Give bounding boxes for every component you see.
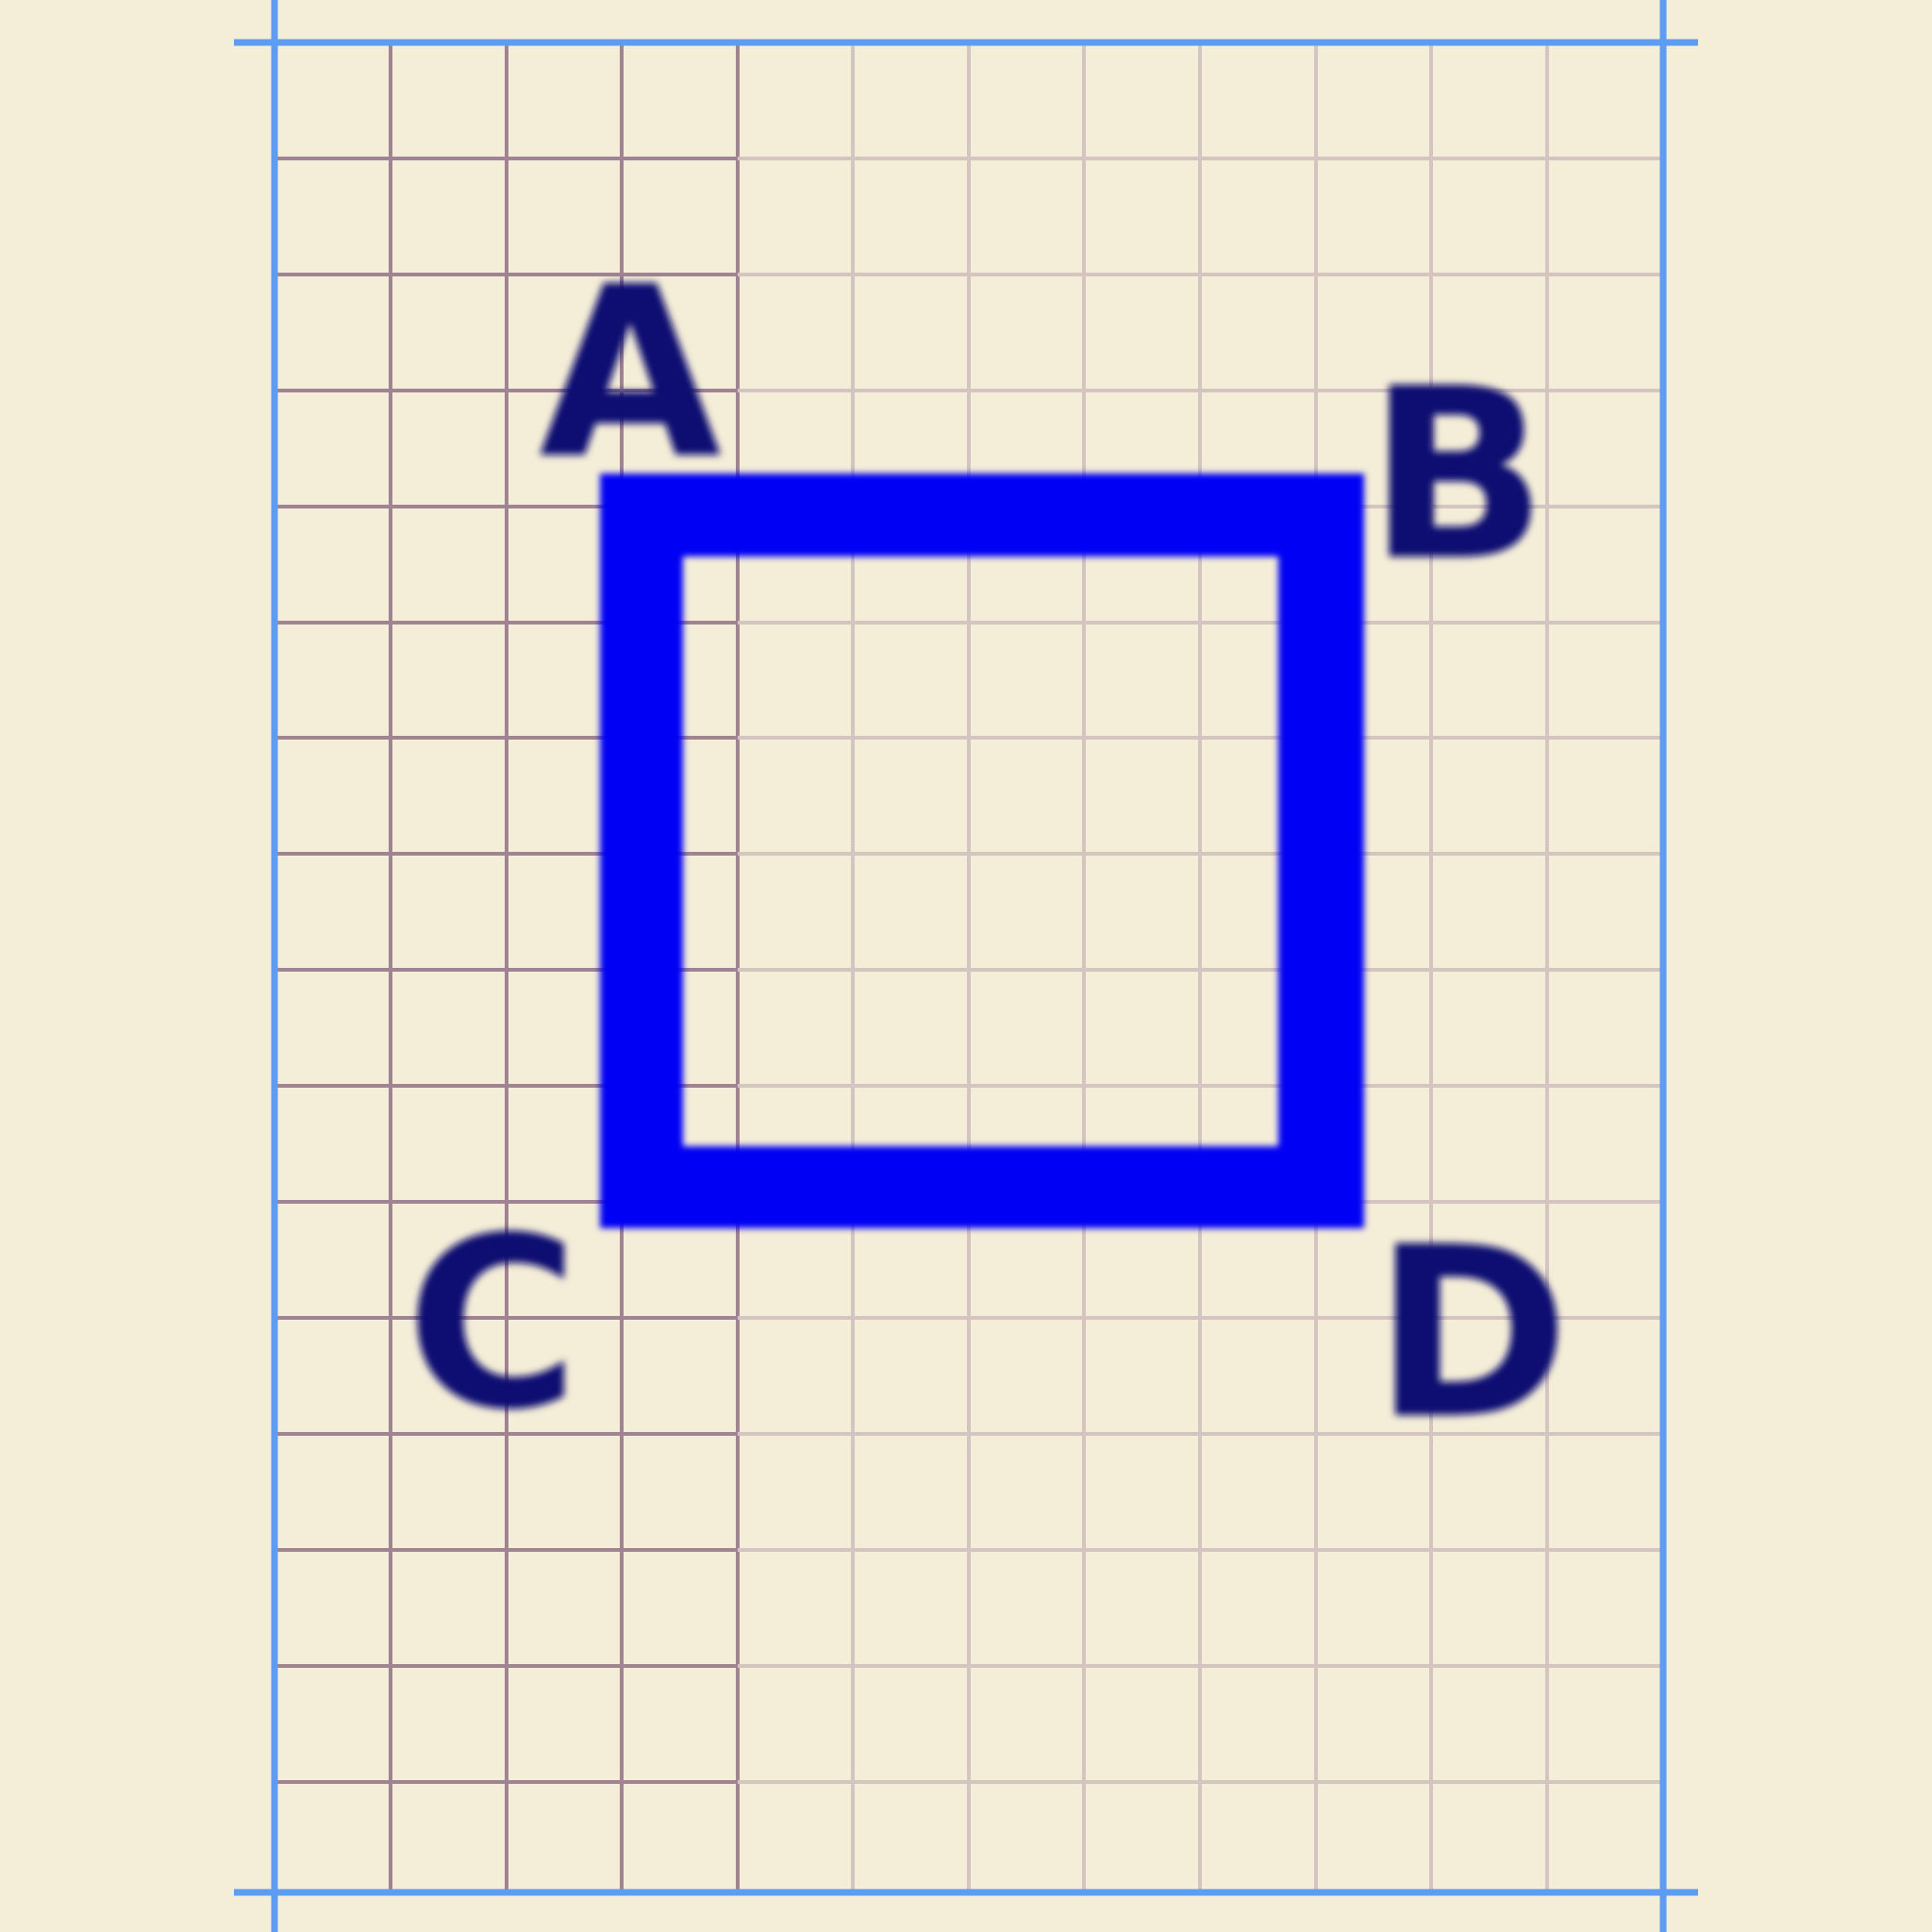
grid	[275, 42, 1663, 1892]
vertex-label-b: B	[1368, 338, 1548, 612]
vertex-label-a: A	[539, 236, 721, 510]
square-outline	[600, 474, 1364, 1228]
vertex-labels: A B C D	[406, 236, 1570, 1471]
margin-lines	[234, 0, 1698, 1932]
vertex-label-d: D	[1374, 1196, 1570, 1471]
vertex-label-c: C	[406, 1187, 578, 1461]
square-shape	[600, 474, 1364, 1228]
